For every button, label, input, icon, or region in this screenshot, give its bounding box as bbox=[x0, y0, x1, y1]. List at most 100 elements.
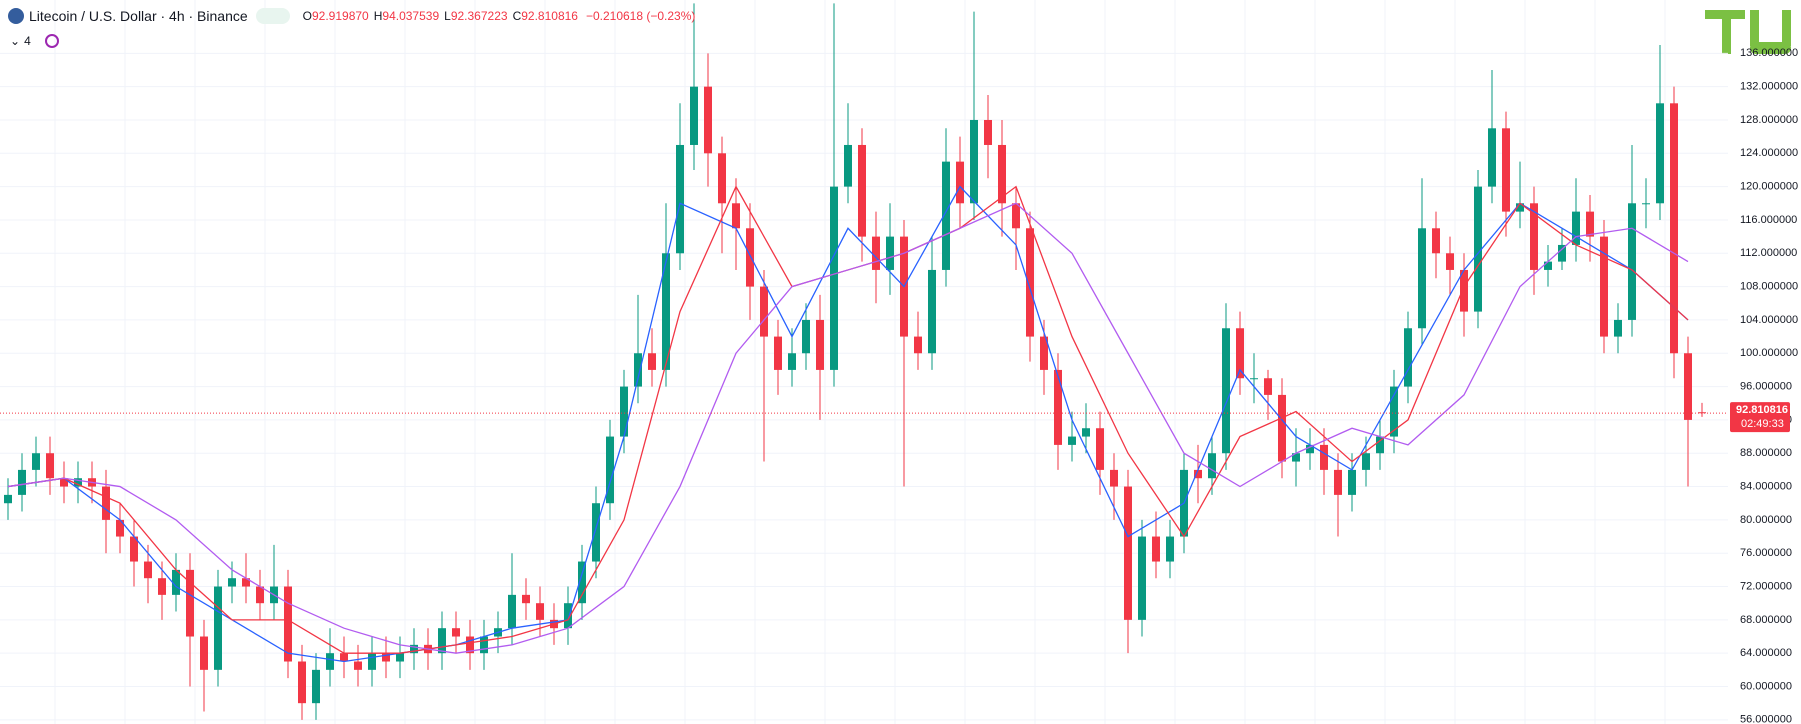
ohlc-key: H bbox=[373, 9, 383, 23]
candle-body bbox=[1096, 428, 1104, 470]
candle-body bbox=[956, 161, 964, 204]
y-tick-label: 136.000000 bbox=[1740, 47, 1798, 59]
candle-body bbox=[886, 236, 894, 270]
ohlc-value: 94.037539 bbox=[382, 9, 440, 23]
candle-body bbox=[214, 586, 222, 670]
candle-body bbox=[1306, 444, 1314, 454]
candle-body bbox=[130, 536, 138, 562]
candle-body bbox=[998, 144, 1006, 204]
candle-body bbox=[1558, 244, 1566, 262]
y-tick-label: 76.000000 bbox=[1740, 547, 1792, 559]
candle-body bbox=[1012, 203, 1020, 229]
candle-body bbox=[1670, 103, 1678, 354]
grid bbox=[0, 0, 1728, 724]
candle-body bbox=[1684, 353, 1692, 420]
candle-body bbox=[1278, 394, 1286, 462]
candle-body bbox=[1026, 228, 1034, 337]
candle-body bbox=[858, 144, 866, 237]
candle-body bbox=[172, 569, 180, 595]
candle-body bbox=[284, 586, 292, 662]
candle-body bbox=[144, 561, 152, 579]
candle-body bbox=[1068, 436, 1076, 445]
candle-body bbox=[746, 228, 754, 287]
candle-body bbox=[1250, 378, 1258, 380]
candle-body bbox=[228, 578, 236, 587]
candle-body bbox=[536, 603, 544, 620]
y-tick-label: 64.000000 bbox=[1740, 647, 1792, 659]
candle-body bbox=[368, 653, 376, 670]
candle-body bbox=[1236, 328, 1244, 379]
candle-body bbox=[606, 436, 614, 504]
y-tick-label: 96.000000 bbox=[1740, 380, 1792, 392]
chevron: ⌄ bbox=[10, 34, 21, 48]
y-tick-label: 88.000000 bbox=[1740, 447, 1792, 459]
candle-body bbox=[60, 478, 68, 487]
candle-body bbox=[4, 494, 12, 504]
candle-body bbox=[242, 578, 250, 587]
candle-body bbox=[32, 453, 40, 470]
y-tick-label: 80.000000 bbox=[1740, 514, 1792, 526]
status-pill[interactable] bbox=[255, 8, 290, 24]
candle-body bbox=[942, 161, 950, 270]
candle-body bbox=[1446, 253, 1454, 270]
candle-body bbox=[690, 86, 698, 145]
ohlc-value: 92.810816 bbox=[521, 9, 578, 23]
change: −0.210618 (−0.23%) bbox=[585, 9, 696, 23]
candle-body bbox=[1124, 486, 1132, 620]
candle-body bbox=[970, 119, 978, 204]
candle-body bbox=[1530, 203, 1538, 270]
moving-average bbox=[7, 202, 1689, 654]
candle-body bbox=[1628, 203, 1636, 320]
candle-body bbox=[382, 653, 390, 662]
candle-body bbox=[158, 578, 166, 595]
candle-body bbox=[18, 469, 26, 495]
candle-body bbox=[410, 644, 418, 654]
refresh-icon[interactable] bbox=[44, 34, 59, 48]
candle-body bbox=[1502, 128, 1510, 212]
candle-body bbox=[1320, 444, 1328, 470]
logo bbox=[1705, 10, 1791, 54]
candle-body bbox=[844, 144, 852, 187]
candle-body bbox=[1390, 386, 1398, 437]
candle-body bbox=[1334, 469, 1342, 495]
y-tick-label: 108.000000 bbox=[1740, 281, 1798, 293]
candle-body bbox=[704, 86, 712, 154]
candle-body bbox=[298, 661, 306, 704]
ohlc-key: O bbox=[302, 9, 312, 23]
candle-body bbox=[1194, 469, 1202, 479]
countdown: 02:49:33 bbox=[1741, 418, 1784, 430]
y-tick-label: 112.000000 bbox=[1740, 247, 1797, 259]
symbol[interactable]: Litecoin / U.S. Dollar · 4h · Binance bbox=[29, 8, 248, 24]
indicators-toggle[interactable]: ⌄ 4 bbox=[10, 34, 59, 48]
y-tick-label: 120.000000 bbox=[1740, 181, 1798, 193]
candle-body bbox=[1544, 261, 1552, 270]
y-tick-label: 116.000000 bbox=[1740, 214, 1797, 226]
candle-body bbox=[74, 478, 82, 487]
candle-body bbox=[662, 253, 670, 370]
legend-header: Litecoin / U.S. Dollar · 4h · Binance O 9… bbox=[8, 8, 695, 24]
candle-body bbox=[522, 594, 530, 604]
candle-body bbox=[1138, 536, 1146, 620]
candle-body bbox=[1222, 328, 1230, 454]
candle-body bbox=[466, 636, 474, 654]
candle-body bbox=[774, 336, 782, 370]
y-tick-label: 72.000000 bbox=[1740, 580, 1792, 592]
candle-body bbox=[186, 569, 194, 637]
candle-body bbox=[1586, 211, 1594, 237]
candle-body bbox=[1040, 336, 1048, 370]
candle-body bbox=[1460, 269, 1468, 312]
candle-body bbox=[816, 319, 824, 370]
candle-body bbox=[1572, 211, 1580, 245]
candle-body bbox=[928, 269, 936, 354]
ohlc-key: L bbox=[444, 9, 451, 23]
candle-body bbox=[396, 653, 404, 662]
indicator-count: 4 bbox=[24, 34, 31, 48]
candle-body bbox=[1516, 203, 1524, 212]
candle-body bbox=[116, 519, 124, 537]
candle-body bbox=[564, 603, 572, 629]
ohlc-key: C bbox=[512, 9, 522, 23]
candle-body bbox=[508, 594, 516, 629]
coin-icon bbox=[8, 8, 24, 24]
last-price-label: 92.810816 bbox=[1736, 404, 1788, 416]
